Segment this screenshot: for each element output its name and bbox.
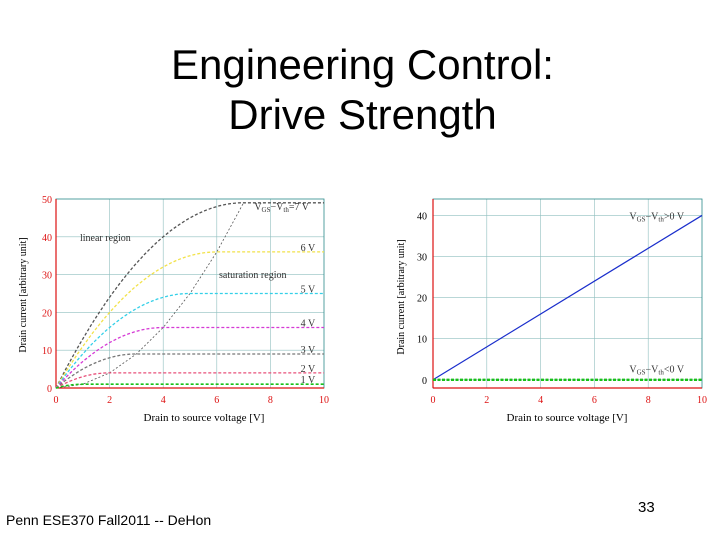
left-y-tick-label: 10 [42,346,52,357]
line-label-vov-positive: VGS−Vth>0 V [629,211,684,223]
left-annotation-linear-region: linear region [80,233,131,244]
left-saturation-boundary-line [55,202,244,389]
right-grid [433,199,702,388]
right-frame-rect [432,198,703,389]
left-y-tick-label: 50 [42,195,52,206]
curve-label-vov-2: 2 V [301,364,316,375]
curve-vov-1 [55,383,324,389]
curve-vov-4 [55,326,324,389]
left-y-tick-label: 20 [42,308,52,319]
right-y-tick-label: 20 [417,294,427,305]
curve-vov-3 [55,353,324,389]
right-tick-labels: 0 2 4 6 8 10 0 10 20 30 40 [417,211,707,406]
left-x-axis-label: Drain to source voltage [V] [144,412,265,424]
left-y-tick-label: 30 [42,271,52,282]
curve-vov-6 [55,251,324,389]
right-line-labels: VGS−Vth>0 V VGS−Vth<0 V [629,211,684,376]
right-y-tick-label: 40 [417,211,427,222]
left-x-tick-label: 8 [268,395,273,406]
footer-course-label: Penn ESE370 Fall2011 -- DeHon [6,512,212,528]
right-y-tick-label: 0 [422,376,427,387]
left-x-tick-label: 6 [214,395,219,406]
curve-label-vov-4: 4 V [301,319,316,330]
right-x-tick-label: 2 [484,395,489,406]
right-x-tick-label: 6 [592,395,597,406]
right-plot-frame [432,198,703,389]
title-line-2: Drive Strength [228,91,497,138]
left-x-tick-label: 10 [319,395,329,406]
right-x-axis-label: Drain to source voltage [V] [507,412,628,424]
chart-output-characteristics: 0 2 4 6 8 10 0 10 20 30 40 50 VGS−Vth=7 V 6 V 5 V 4 V 3… [18,195,329,424]
curve-vov-7 [55,202,324,389]
right-y-tick-label: 10 [417,335,427,346]
left-y-tick-label: 40 [42,233,52,244]
left-plot-frame [55,198,325,389]
left-x-tick-label: 0 [54,395,59,406]
left-annotation-saturation-region: saturation region [219,270,286,281]
left-grid [56,199,324,388]
left-y-axis-label: Drain current [arbitrary unit] [18,237,29,352]
left-x-tick-label: 2 [107,395,112,406]
right-lines [432,214,703,381]
left-curves [55,202,324,389]
curve-label-vov-5: 5 V [301,285,316,296]
left-y-tick-label: 0 [47,384,52,395]
left-tick-labels: 0 2 4 6 8 10 0 10 20 30 40 50 [42,195,329,406]
right-x-tick-label: 0 [431,395,436,406]
right-y-tick-label: 30 [417,253,427,264]
curve-label-vov-7: VGS−Vth=7 V [254,202,309,214]
slide-title: Engineering Control: Drive Strength [0,40,720,140]
left-curve-labels: VGS−Vth=7 V 6 V 5 V 4 V 3 V 2 V1 V [254,202,316,386]
left-saturation-boundary [55,202,244,389]
page-number: 33 [638,499,655,516]
line-label-vov-negative: VGS−Vth<0 V [629,364,684,376]
right-x-tick-label: 8 [646,395,651,406]
right-x-tick-label: 4 [538,395,543,406]
curve-label-vov-6: 6 V [301,243,316,254]
curve-vov-2 [55,372,324,389]
curve-label-vov-3: 3 V [301,345,316,356]
right-y-axis-label: Drain current [arbitrary unit] [396,239,407,354]
left-x-tick-label: 4 [161,395,166,406]
title-line-1: Engineering Control: [171,41,554,88]
curve-vov-5 [55,292,324,389]
line-vov-positive [432,214,703,381]
curve-label-vov-1: 1 V [301,375,316,386]
right-x-tick-label: 10 [697,395,707,406]
